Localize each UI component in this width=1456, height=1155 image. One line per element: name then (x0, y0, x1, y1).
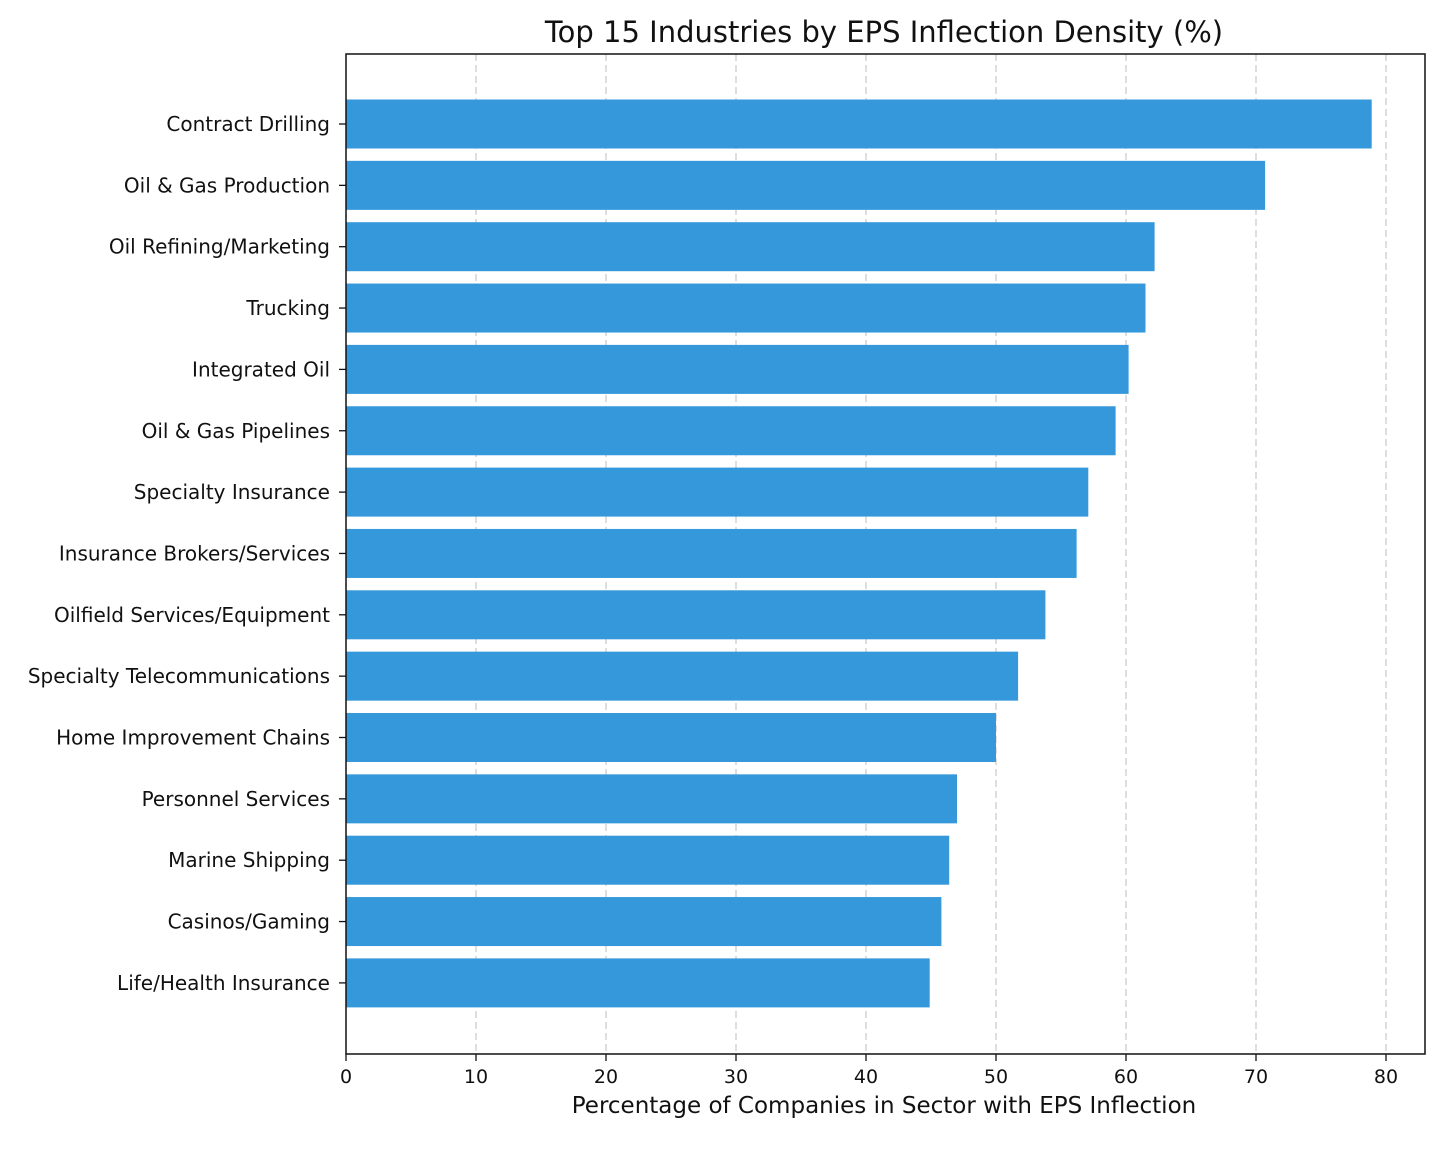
x-tick-label: 80 (1374, 1066, 1398, 1088)
x-axis: 0 10 20 30 40 50 60 70 80 (340, 1054, 1398, 1088)
category-label: Marine Shipping (168, 848, 330, 872)
chart-title: Top 15 Industries by EPS Inflection Dens… (544, 15, 1223, 49)
category-label: Trucking (245, 296, 330, 320)
bar (346, 99, 1372, 149)
category-label: Specialty Insurance (134, 480, 330, 504)
x-tick-label: 70 (1244, 1066, 1268, 1088)
category-label: Oil & Gas Production (124, 173, 330, 197)
bar (346, 528, 1077, 578)
category-label: Oil Refining/Marketing (109, 235, 330, 259)
category-label: Integrated Oil (192, 357, 330, 381)
bar (346, 590, 1046, 640)
x-tick-label: 0 (340, 1066, 352, 1088)
bar-layer (346, 99, 1372, 1008)
bar (346, 651, 1019, 701)
category-label: Casinos/Gaming (168, 910, 330, 934)
bar (346, 713, 996, 762)
x-tick-label: 50 (984, 1066, 1008, 1088)
bar (346, 958, 930, 1008)
x-tick-label: 20 (594, 1066, 618, 1088)
y-axis: Contract Drilling Oil & Gas Production Oil… (28, 112, 346, 995)
category-label: Contract Drilling (166, 112, 330, 136)
x-tick-label: 10 (464, 1066, 488, 1088)
x-tick-label: 40 (854, 1066, 878, 1088)
bar (346, 160, 1266, 210)
x-axis-label: Percentage of Companies in Sector with E… (572, 1093, 1196, 1119)
x-tick-label: 30 (724, 1066, 748, 1088)
bar (346, 897, 942, 947)
x-tick-label: 60 (1114, 1066, 1138, 1088)
category-label: Insurance Brokers/Services (59, 541, 330, 565)
category-label: Oil & Gas Pipelines (142, 419, 330, 443)
category-label: Life/Health Insurance (117, 971, 330, 995)
bar (346, 467, 1089, 517)
bar (346, 222, 1155, 272)
bar (346, 774, 957, 824)
bar (346, 283, 1146, 333)
bar (346, 344, 1129, 394)
bar (346, 406, 1116, 456)
bar (346, 835, 950, 885)
category-label: Specialty Telecommunications (28, 664, 330, 688)
category-label: Oilfield Services/Equipment (54, 603, 330, 627)
category-label: Home Improvement Chains (56, 726, 330, 750)
category-label: Personnel Services (142, 787, 330, 811)
